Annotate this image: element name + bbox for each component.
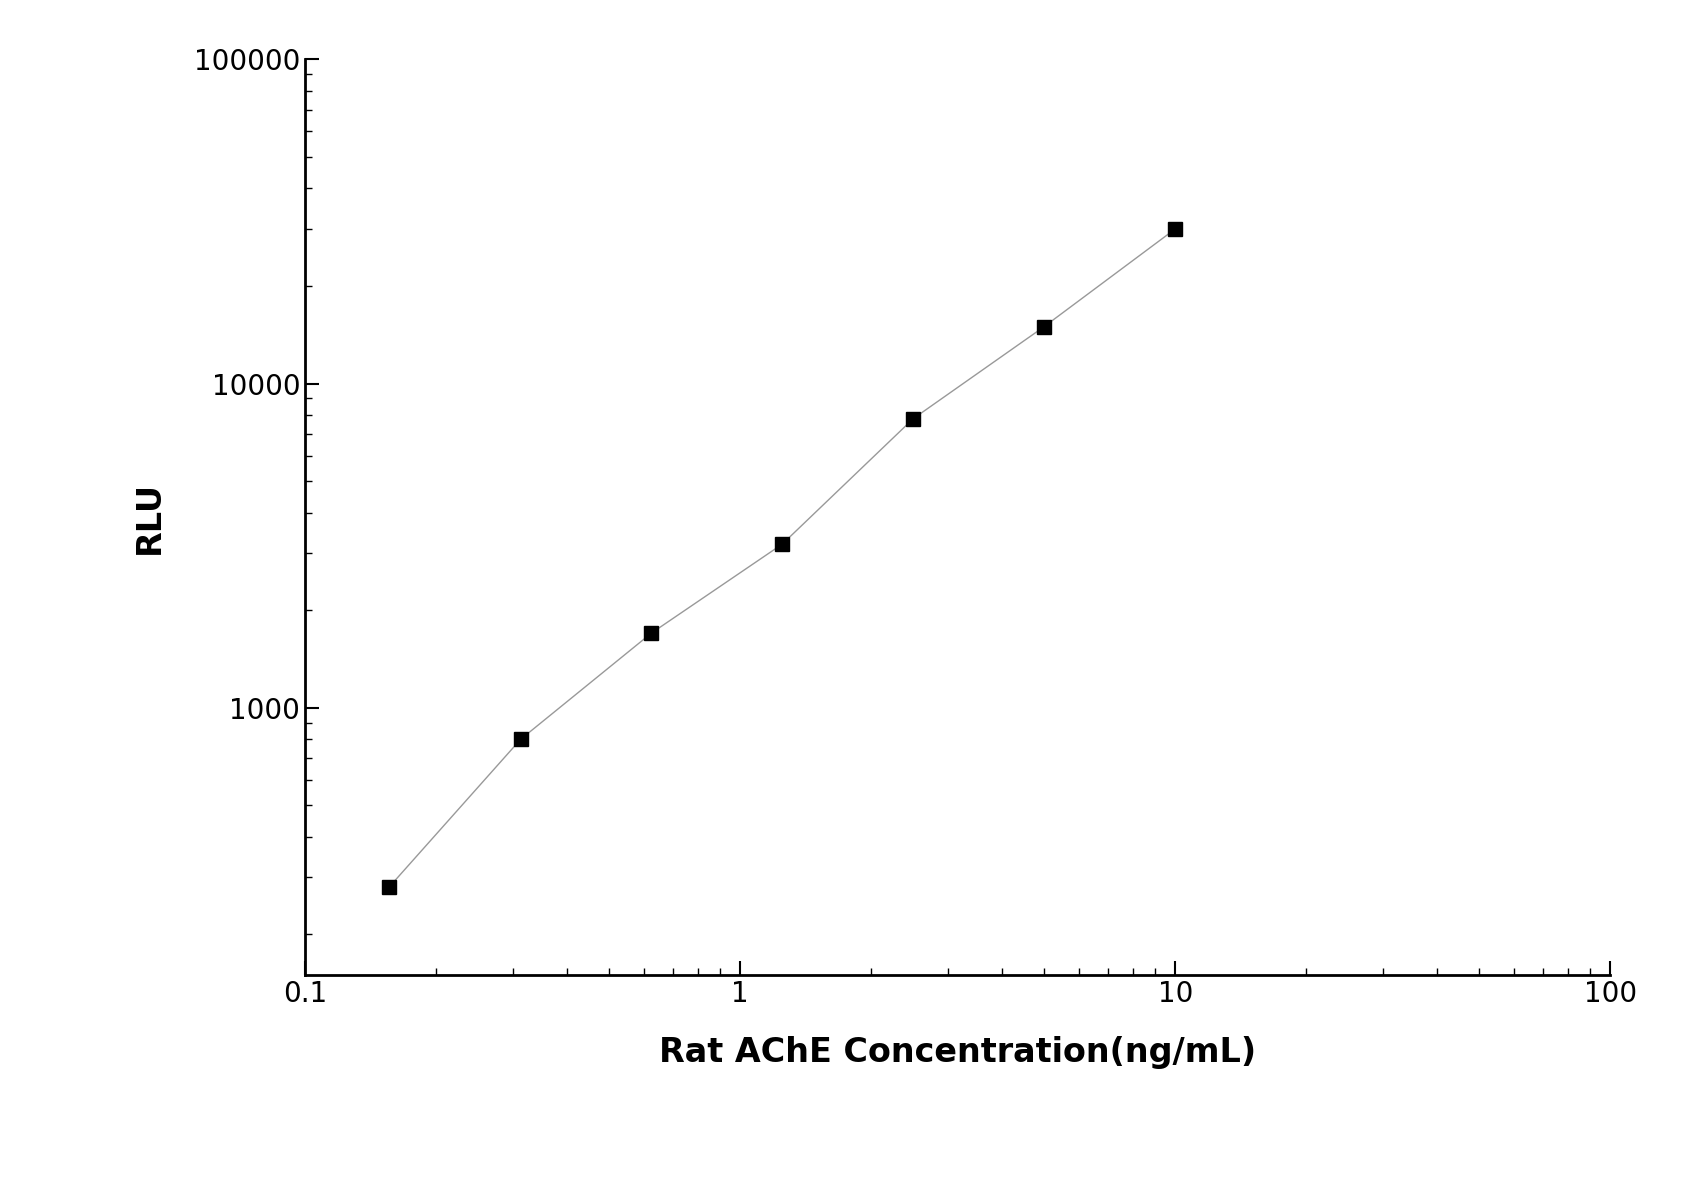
Y-axis label: RLU: RLU — [134, 480, 166, 554]
X-axis label: Rat AChE Concentration(ng/mL): Rat AChE Concentration(ng/mL) — [659, 1036, 1256, 1069]
